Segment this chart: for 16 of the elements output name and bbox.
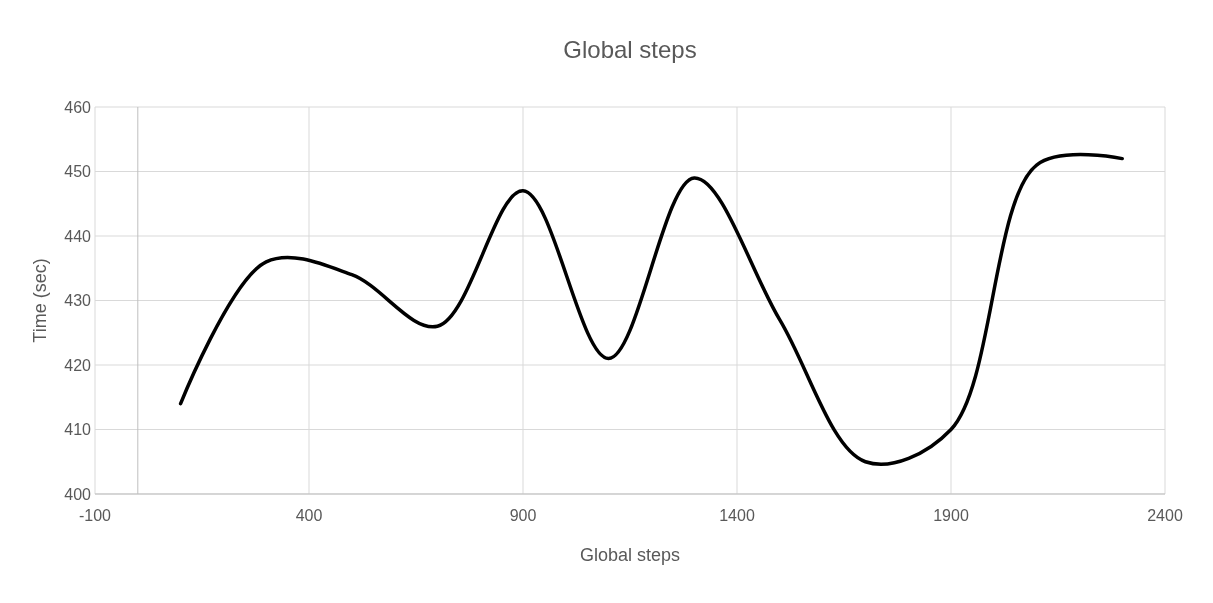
y-tick-label: 420 (64, 356, 92, 374)
y-tick-label: 410 (64, 421, 92, 439)
y-tick-label: 400 (64, 485, 92, 503)
y-tick-label: 430 (64, 292, 92, 310)
y-tick-label: 450 (64, 163, 92, 181)
x-tick-label: 1400 (719, 507, 755, 524)
y-tick-label: 460 (64, 98, 92, 116)
x-tick-label: 1900 (933, 507, 969, 524)
x-tick-label: 2400 (1147, 507, 1183, 524)
y-tick-label: 440 (64, 227, 92, 245)
chart-title: Global steps (563, 36, 697, 63)
x-axis-title: Global steps (579, 545, 681, 565)
x-tick-label: 900 (509, 507, 537, 524)
x-tick-label: -100 (78, 507, 112, 524)
y-axis-title: Time (sec) (30, 258, 50, 343)
x-tick-label: 400 (295, 507, 323, 524)
